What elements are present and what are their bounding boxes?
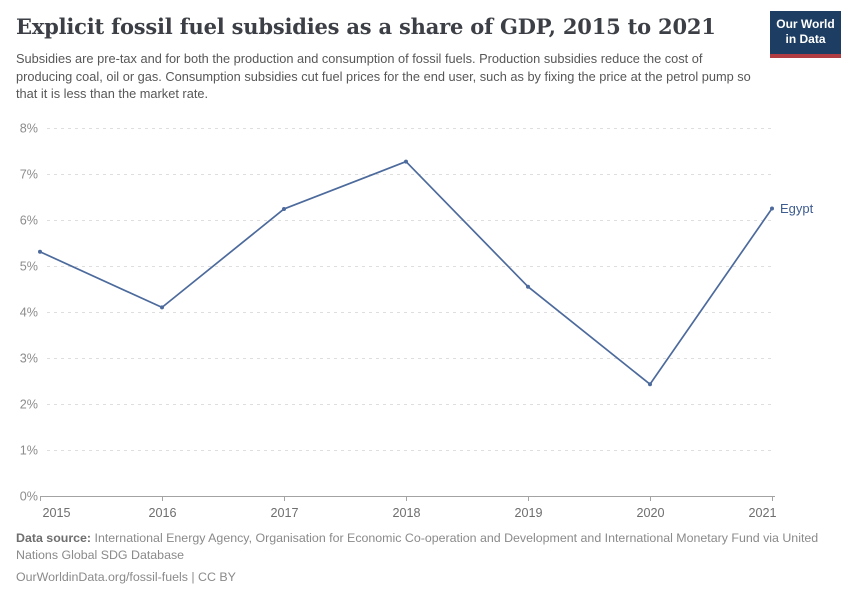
data-point[interactable] — [282, 206, 286, 211]
chart-subtitle: Subsidies are pre-tax and for both the p… — [16, 51, 751, 101]
data-point[interactable] — [160, 305, 164, 310]
x-axis-tick-label: 2015 — [43, 506, 71, 520]
data-point[interactable] — [38, 249, 42, 254]
data-point[interactable] — [648, 382, 652, 387]
data-point[interactable] — [770, 206, 774, 211]
y-axis-tick-label: 8% — [20, 122, 38, 136]
chart-footer: Data source: International Energy Agency… — [16, 530, 834, 586]
owid-logo[interactable]: Our World in Data — [770, 11, 841, 58]
y-axis-tick-label: 2% — [20, 398, 38, 412]
y-axis-tick-label: 5% — [20, 260, 38, 274]
owid-logo-stripe — [770, 54, 841, 58]
y-axis-tick-label: 1% — [20, 444, 38, 458]
data-line-egypt[interactable] — [39, 160, 773, 386]
x-axis-tick-label: 2020 — [636, 506, 664, 520]
data-source-label: Data source: — [16, 531, 92, 545]
x-axis-tick-label: 2019 — [514, 506, 542, 520]
data-point[interactable] — [526, 284, 530, 289]
y-axis-tick-label: 4% — [20, 306, 38, 320]
footer-link[interactable]: OurWorldinData.org/fossil-fuels | CC BY — [16, 570, 236, 584]
series-label-egypt[interactable]: Egypt — [780, 201, 814, 216]
owid-logo-box: Our World in Data — [770, 11, 841, 54]
y-axis-tick-label: 7% — [20, 168, 38, 182]
y-axis-tick-label: 0% — [20, 490, 38, 504]
data-source-text: International Energy Agency, Organisatio… — [16, 531, 819, 562]
x-axis-tick-label: 2016 — [148, 506, 176, 520]
y-axis-tick-label: 6% — [20, 214, 38, 228]
x-axis-tick-label: 2021 — [748, 506, 776, 520]
x-axis-tick-label: 2018 — [392, 506, 420, 520]
page-title: Explicit fossil fuel subsidies as a shar… — [16, 14, 716, 39]
owid-logo-line2: in Data — [785, 32, 826, 46]
data-point[interactable] — [404, 159, 408, 164]
x-axis-tick-label: 2017 — [270, 506, 298, 520]
data-source-line: Data source: International Energy Agency… — [16, 530, 834, 564]
owid-logo-line1: Our World — [776, 17, 835, 31]
y-axis-tick-label: 3% — [20, 352, 38, 366]
